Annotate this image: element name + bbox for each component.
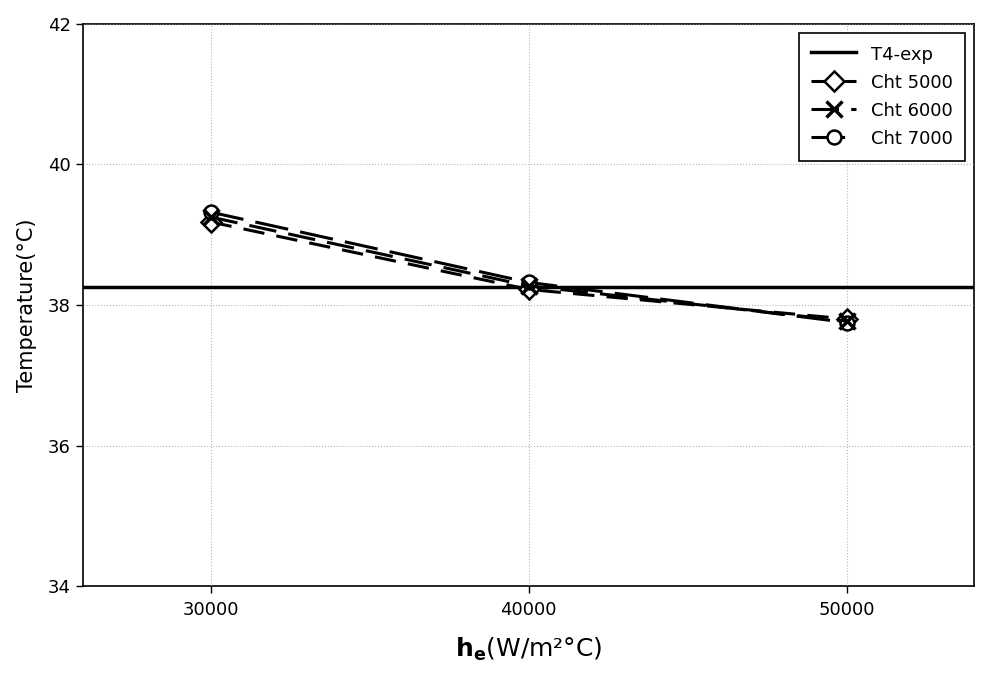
Line: Cht 6000: Cht 6000: [202, 209, 855, 329]
Cht 6000: [841, 317, 853, 325]
Cht 7000: [523, 278, 535, 286]
Cht 7000: [841, 318, 853, 326]
Cht 7000: [204, 208, 216, 216]
Line: Cht 5000: Cht 5000: [203, 215, 854, 326]
Cht 5000: [523, 286, 535, 294]
Cht 5000: [204, 218, 216, 226]
Cht 5000: [841, 315, 853, 323]
X-axis label: $\mathbf{h_e}$(W/m²°C): $\mathbf{h_e}$(W/m²°C): [455, 636, 603, 663]
Cht 6000: [523, 282, 535, 290]
Line: Cht 7000: Cht 7000: [203, 205, 854, 329]
Legend: T4-exp, Cht 5000, Cht 6000, Cht 7000: T4-exp, Cht 5000, Cht 6000, Cht 7000: [799, 33, 965, 160]
Cht 6000: [204, 213, 216, 221]
Y-axis label: Temperature(°C): Temperature(°C): [17, 218, 37, 392]
